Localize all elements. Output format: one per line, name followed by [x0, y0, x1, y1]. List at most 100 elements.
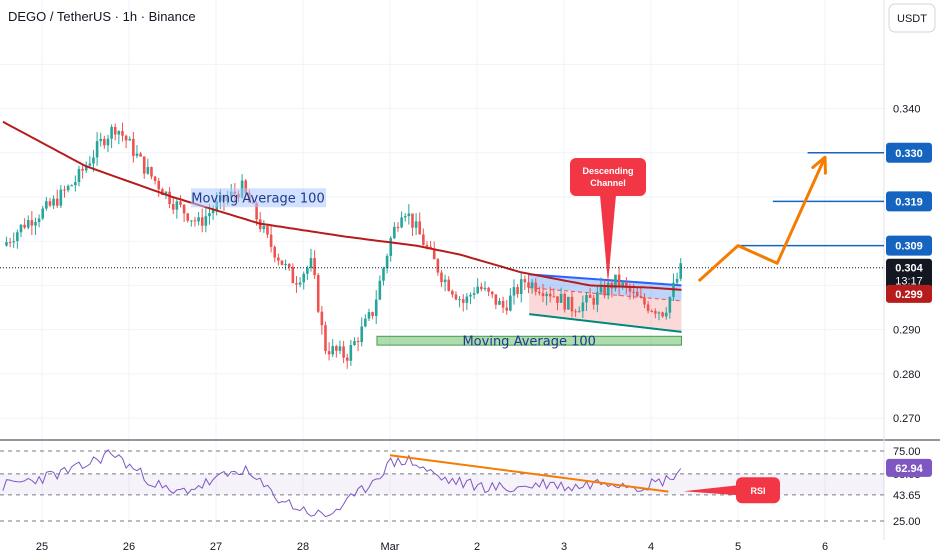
candle-up — [664, 312, 668, 317]
candle-up — [360, 326, 364, 343]
candle-up — [679, 263, 683, 279]
candle-down — [574, 311, 577, 313]
candle-up — [407, 213, 411, 217]
candle-down — [490, 291, 494, 295]
target-tag — [886, 191, 932, 212]
candle-down — [157, 180, 161, 190]
annotation-layer: Descending Channel — [0, 152, 884, 284]
candle-up — [211, 210, 215, 214]
candle-down — [501, 300, 505, 308]
support-zone-box — [376, 335, 682, 346]
candle-up — [99, 138, 103, 142]
candle-up — [581, 302, 585, 312]
candle-up — [349, 345, 353, 361]
candle-up — [577, 311, 581, 313]
candle-up — [414, 221, 418, 228]
candle-up — [52, 198, 55, 206]
candle-down — [30, 220, 34, 226]
candle-down — [628, 286, 632, 292]
support-zone-layer: Moving Average 100 — [376, 335, 682, 350]
moving-average-line — [2, 120, 682, 291]
candle-up — [298, 282, 302, 285]
candle-up — [599, 286, 603, 293]
time-tick-label: 6 — [822, 541, 828, 553]
candle-down — [171, 204, 175, 210]
candle-up — [306, 267, 309, 274]
candle-up — [164, 191, 168, 195]
candle-up — [331, 346, 335, 355]
candle-down — [654, 310, 657, 314]
candle-down — [661, 312, 664, 317]
candle-up — [110, 126, 113, 139]
candle-up — [621, 282, 625, 287]
current-price-tag — [886, 258, 932, 289]
candle-down — [81, 168, 84, 171]
channel-lower-line — [529, 313, 682, 333]
candle-up — [476, 286, 480, 294]
price-axis: 0.270 0.280 0.290 0.340 0.309 0.319 0.330 0.304… — [886, 104, 932, 528]
moving-average-layer: Moving Average 100 — [2, 120, 682, 291]
candle-up — [45, 201, 48, 209]
channel-callout-line2: Channel — [590, 178, 626, 188]
candle-up — [585, 294, 588, 303]
candle-down — [287, 264, 291, 268]
candle-down — [295, 283, 298, 285]
currency-selector-box[interactable] — [888, 3, 936, 33]
candle-up — [614, 274, 617, 289]
candle-up — [512, 287, 516, 296]
candle-up — [606, 282, 610, 296]
rsi-divergence-line — [389, 454, 669, 493]
projection-arrowhead — [811, 155, 827, 175]
time-tick-label: 2 — [474, 541, 480, 553]
ma-label: Moving Average 100 — [191, 191, 324, 206]
price-tick-label: 0.270 — [893, 413, 921, 425]
candle-up — [498, 300, 501, 305]
candle-down — [588, 294, 592, 298]
candle-up — [530, 282, 534, 288]
channel-callout-line1: Descending — [582, 166, 633, 176]
candle-down — [324, 325, 327, 352]
candle-down — [396, 226, 400, 228]
candle-up — [66, 185, 70, 191]
target-tag-label: 0.330 — [895, 148, 923, 160]
candle-down — [8, 242, 12, 244]
candle-up — [41, 208, 45, 219]
candle-down — [592, 297, 596, 305]
candle-down — [548, 293, 552, 297]
candle-up — [34, 222, 37, 226]
candle-down — [552, 296, 556, 298]
candle-up — [95, 141, 99, 158]
time-tick-label: 5 — [735, 541, 741, 553]
candle-up — [190, 220, 193, 222]
candle-up — [519, 279, 523, 295]
candle-down — [454, 294, 458, 300]
candle-up — [26, 220, 30, 228]
candle-up — [458, 299, 461, 301]
candle-up — [12, 241, 16, 243]
candle-up — [559, 293, 563, 303]
candle-down — [556, 296, 559, 303]
candle-down — [269, 234, 273, 247]
candle-up — [465, 296, 469, 303]
candle-down — [541, 293, 545, 297]
candle-down — [273, 246, 277, 258]
candle-down — [291, 267, 295, 284]
candle-up — [302, 273, 306, 283]
candle-down — [527, 282, 530, 288]
candle-up — [364, 318, 367, 327]
candle-down — [418, 221, 422, 235]
candle-down — [244, 180, 248, 193]
candle-up — [367, 312, 371, 319]
currency-selector[interactable]: USDT — [888, 3, 936, 33]
candle-down — [193, 220, 197, 222]
time-tick-label: 26 — [123, 541, 135, 553]
chart-title: DEGO / TetherUS · 1h · Binance — [8, 9, 196, 24]
target-tag — [886, 142, 932, 163]
countdown-label: 13:17 — [895, 276, 923, 288]
channel-upper-line — [529, 273, 682, 287]
candle-down — [153, 176, 157, 181]
currency-label: USDT — [897, 13, 927, 25]
candle-down — [48, 201, 52, 206]
candle-down — [161, 189, 164, 195]
channel-callout-pointer — [600, 195, 616, 284]
